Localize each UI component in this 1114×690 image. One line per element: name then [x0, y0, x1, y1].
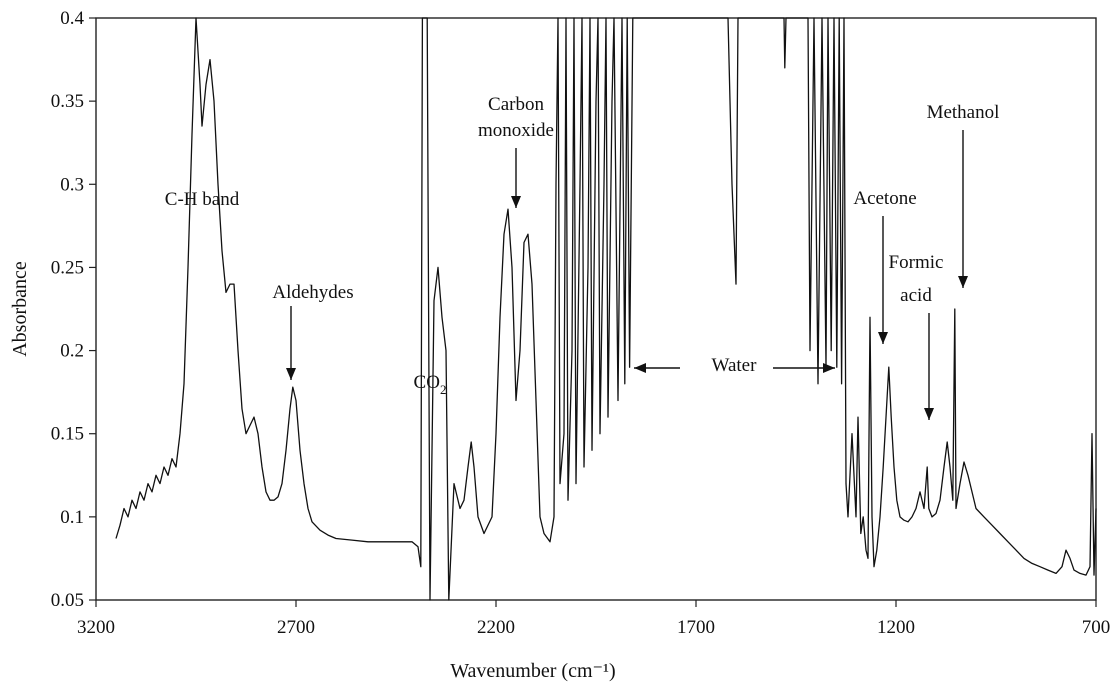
annotation-aldehydes: Aldehydes [272, 282, 354, 380]
y-axis-title: Absorbance [9, 261, 31, 357]
annotation-ch-band: C-H band [165, 189, 240, 210]
annotation-formic-acid-label: acid [900, 285, 932, 306]
x-tick-labels: 3200 2700 2200 1700 1200 700 [77, 617, 1110, 638]
x-axis-title: Wavenumber (cm⁻¹) [450, 660, 615, 682]
x-tick-label: 700 [1082, 617, 1111, 638]
annotation-aldehydes-arrowhead [286, 368, 296, 380]
annotation-aldehydes-label: Aldehydes [272, 282, 353, 303]
peak-annotations: C-H band Aldehydes Carbon monoxide CO2 Water A… [165, 94, 1000, 420]
y-tick-label: 0.1 [60, 507, 84, 528]
annotation-formic-acid: Formic acid [889, 252, 944, 420]
annotation-ch-band-label: C-H band [165, 189, 240, 210]
spectrum-line [115, 17, 1097, 601]
x-tick-label: 1200 [877, 617, 915, 638]
annotation-water-arrowhead [823, 363, 835, 373]
axis-ticks [89, 17, 1097, 607]
annotation-acetone-label: Acetone [853, 188, 916, 209]
y-tick-label: 0.3 [60, 174, 84, 195]
y-tick-label: 0.25 [51, 257, 84, 278]
annotation-formic-acid-arrowhead [924, 408, 934, 420]
y-tick-label: 0.35 [51, 91, 84, 112]
annotation-water-arrowhead [634, 363, 646, 373]
annotation-formic-acid-label: Formic [889, 252, 944, 273]
y-tick-label: 0.05 [51, 590, 84, 611]
x-tick-label: 3200 [77, 617, 115, 638]
y-tick-label: 0.4 [60, 8, 84, 29]
annotation-methanol: Methanol [927, 102, 1000, 288]
x-tick-label: 1700 [677, 617, 715, 638]
y-tick-labels: 0.4 0.35 0.3 0.25 0.2 0.15 0.1 0.05 [51, 8, 85, 611]
annotation-acetone: Acetone [853, 188, 917, 344]
x-tick-label: 2700 [277, 617, 315, 638]
y-tick-label: 0.15 [51, 424, 84, 445]
annotation-water-label: Water [712, 355, 758, 376]
annotation-carbon-monoxide-label: Carbon [488, 94, 544, 115]
x-tick-label: 2200 [477, 617, 515, 638]
annotation-carbon-monoxide: Carbon monoxide [478, 94, 554, 208]
plot-frame [95, 17, 1097, 601]
annotation-co2-label: CO2 [414, 372, 447, 397]
annotation-acetone-arrowhead [878, 332, 888, 344]
y-tick-label: 0.2 [60, 341, 84, 362]
annotation-carbon-monoxide-arrowhead [511, 196, 521, 208]
annotation-water: Water [634, 355, 835, 376]
annotation-methanol-label: Methanol [927, 102, 1000, 123]
annotation-methanol-arrowhead [958, 276, 968, 288]
annotation-co2: CO2 [414, 372, 447, 397]
annotation-carbon-monoxide-label: monoxide [478, 120, 554, 141]
